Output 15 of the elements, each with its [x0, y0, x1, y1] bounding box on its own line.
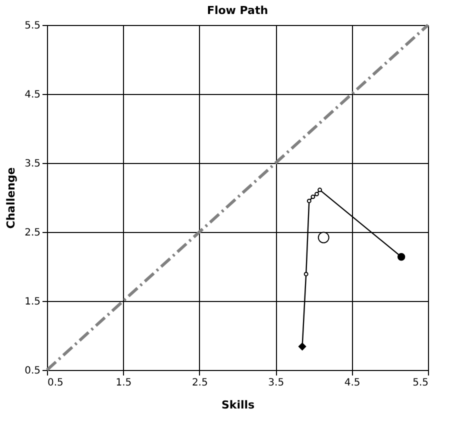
y-tick-label: 3.5: [24, 158, 40, 170]
x-tick-label: 0.5: [48, 378, 64, 388]
x-tick-label: 3.5: [268, 378, 284, 388]
x-tick-label: 2.5: [192, 378, 208, 388]
x-tick-label: 4.5: [344, 378, 360, 388]
y-tick-label: 1.5: [24, 296, 40, 308]
chart-title: Flow Path: [206, 4, 268, 17]
y-axis-title: Challenge: [4, 167, 18, 229]
y-tick-label: 0.5: [24, 366, 40, 376]
y-tick-label: 5.5: [24, 20, 40, 32]
y-tick-label: 4.5: [24, 90, 40, 100]
y-tick-label: 2.5: [24, 228, 40, 238]
x-axis-title: Skills: [221, 398, 255, 412]
x-tick-label: 5.5: [412, 378, 428, 388]
x-tick-label: 1.5: [116, 378, 132, 388]
